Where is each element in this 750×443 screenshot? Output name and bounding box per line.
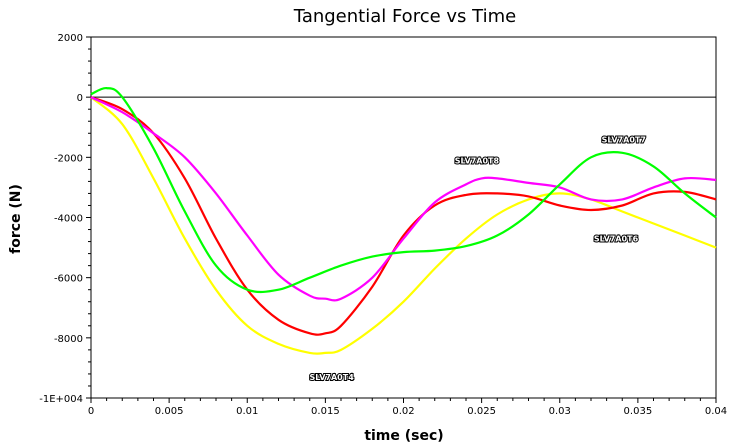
x-tick-label: 0.01: [236, 406, 258, 417]
annotation-layer: SLV7A0T4 SLV7A0T6 SLV7A0T8 SLV7A0T7: [308, 134, 646, 383]
x-tick-label: 0.015: [311, 406, 340, 417]
y-axis-label: force (N): [8, 184, 24, 254]
y-axis: 2000 0 -2000 -4000 -6000 -8000 -1E+004: [39, 33, 91, 405]
y-tick-label: 2000: [58, 33, 83, 44]
series-annotation-slv7a0t7: SLV7A0T7: [602, 135, 646, 144]
y-tick-label: -1E+004: [39, 394, 83, 405]
series-line-slv7a0t7: [90, 86, 717, 294]
x-tick-label: 0.03: [549, 406, 571, 417]
x-tick-label: 0.005: [155, 406, 184, 417]
x-axis: 0 0.005 0.01 0.015 0.02 0.025 0.03 0.035 0.04: [88, 398, 727, 417]
series-annotation-slv7a0t4: SLV7A0T4: [309, 373, 354, 382]
y-tick-label: -8000: [54, 334, 83, 345]
x-axis-label: time (sec): [364, 428, 443, 443]
series-annotation-slv7a0t6: SLV7A0T6: [594, 235, 639, 244]
plot-area: [90, 36, 717, 399]
y-tick-label: -4000: [54, 214, 83, 225]
y-tick-label: 0: [77, 93, 83, 104]
series-line-slv7a0t6: [90, 96, 717, 336]
series-line-slv7a0t4: [90, 96, 717, 355]
series-layer: [90, 86, 717, 355]
chart-title: Tangential Force vs Time: [293, 6, 516, 27]
y-tick-label: -6000: [54, 274, 83, 285]
x-tick-label: 0: [88, 406, 94, 417]
x-tick-label: 0.04: [705, 406, 727, 417]
series-annotation-slv7a0t8: SLV7A0T8: [455, 156, 500, 165]
series-line-slv7a0t8: [90, 96, 717, 302]
y-tick-label: -2000: [54, 153, 83, 164]
x-tick-label: 0.035: [624, 406, 653, 417]
x-tick-label: 0.02: [392, 406, 414, 417]
x-tick-label: 0.025: [467, 406, 496, 417]
